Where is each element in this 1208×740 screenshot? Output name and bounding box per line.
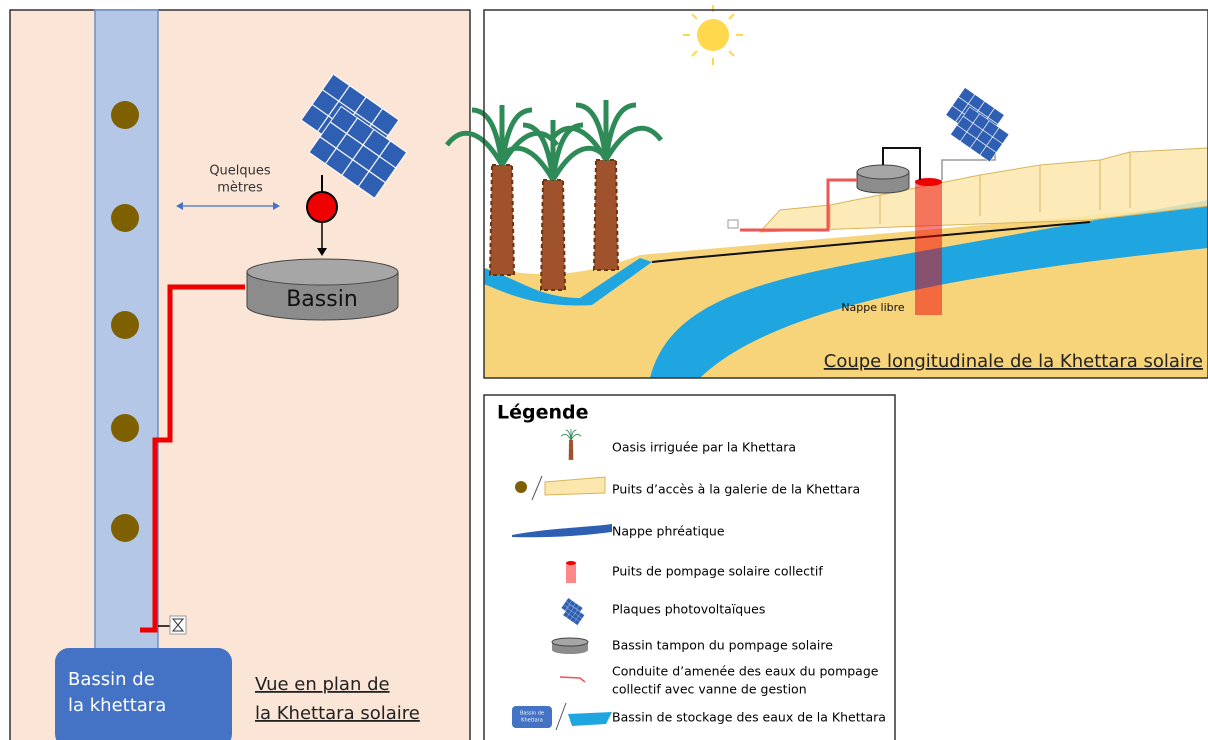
section-view: Nappe libre Coupe longitudinale de la Kh…	[447, 5, 1208, 379]
basin-label: Bassin	[286, 287, 358, 312]
legend-item: Puits d’accès à la galerie de la Khettar…	[612, 482, 860, 497]
legend-item: Bassin de stockage des eaux de la Khetta…	[612, 710, 886, 725]
legend-item: Conduite d’amenée des eaux du pompage	[612, 664, 879, 679]
plan-caption: Vue en plan de	[255, 674, 390, 695]
legend-title: Légende	[497, 402, 589, 424]
legend-item: collectif avec vanne de gestion	[612, 682, 807, 697]
legend-item: Oasis irriguée par la Khettara	[612, 440, 796, 455]
plan-view: Bassin de la khettara Bassin Quelques mè…	[9, 9, 471, 740]
aquifer-label: Nappe libre	[841, 301, 905, 314]
legend-item: Plaques photovoltaïques	[612, 602, 765, 617]
legend-item: Puits de pompage solaire collectif	[612, 564, 823, 579]
legend-icon-label: Bassin de	[520, 711, 544, 717]
legend-item: Nappe phréatique	[612, 524, 725, 539]
legend-icon-label: Khettara	[521, 718, 543, 724]
section-caption: Coupe longitudinale de la Khettara solai…	[824, 351, 1203, 372]
distance-label: Quelques	[209, 164, 271, 179]
distance-label: mètres	[217, 181, 263, 196]
khettara-basin-label: Bassin de	[68, 669, 155, 690]
khettara-basin-label: la khettara	[68, 695, 166, 716]
legend: Légende Bassin de Khettara Oasis irrigué…	[483, 394, 896, 740]
legend-item: Bassin tampon du pompage solaire	[612, 638, 833, 653]
plan-caption: la Khettara solaire	[255, 703, 420, 724]
